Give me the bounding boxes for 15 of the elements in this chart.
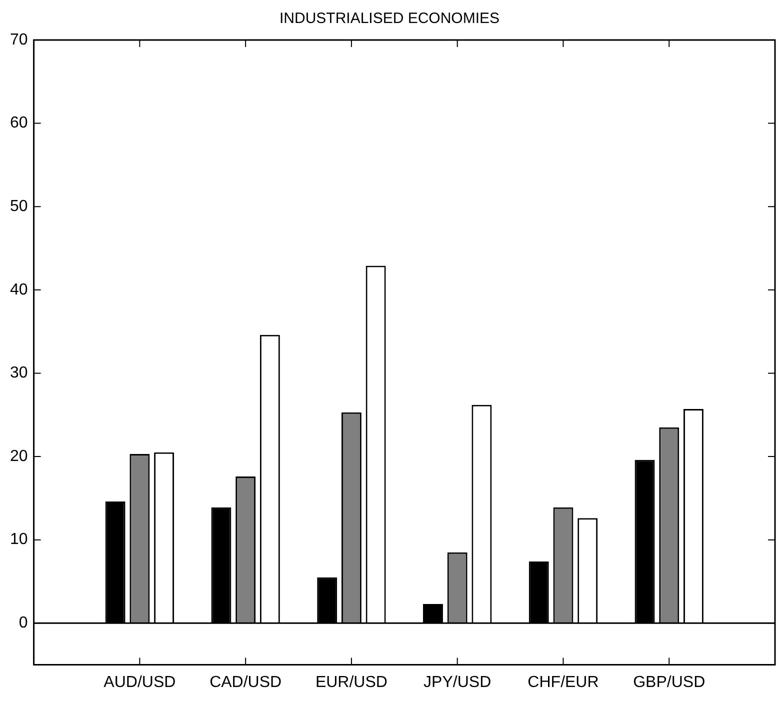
y-tick-label: 0	[18, 614, 28, 632]
y-tick-label: 10	[10, 531, 28, 548]
y-tick-label: 30	[10, 364, 28, 382]
x-tick-label: CAD/USD	[210, 674, 282, 691]
y-tick-label: 40	[10, 281, 28, 298]
x-tick-label: AUD/USD	[104, 674, 176, 691]
x-tick-label: CHF/EUR	[528, 674, 599, 691]
x-tick-label: JPY/USD	[424, 674, 492, 691]
y-tick-label: 50	[10, 198, 28, 216]
y-tick-label: 20	[10, 448, 28, 465]
chart-title: INDUSTRIALISED ECONOMIES	[279, 10, 500, 28]
y-tick-label: 70	[10, 31, 28, 48]
y-tick-label: 60	[10, 114, 28, 132]
x-tick-label: EUR/USD	[315, 674, 388, 691]
x-tick-label: GBP/USD	[633, 674, 706, 691]
